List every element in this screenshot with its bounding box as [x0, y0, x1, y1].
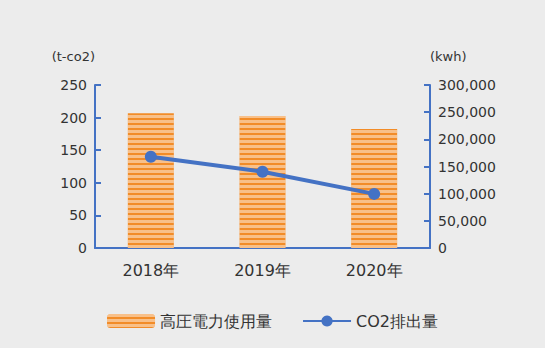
svg-text:CO2排出量: CO2排出量 — [356, 312, 438, 331]
svg-text:高圧電力使用量: 高圧電力使用量 — [160, 312, 272, 331]
svg-text:2018年: 2018年 — [122, 261, 179, 280]
svg-text:300,000: 300,000 — [438, 77, 496, 93]
svg-text:100: 100 — [60, 175, 87, 191]
svg-text:150,000: 150,000 — [438, 159, 496, 175]
svg-text:50,000: 50,000 — [438, 213, 487, 229]
svg-text:150: 150 — [60, 142, 87, 158]
svg-text:(kwh): (kwh) — [430, 49, 467, 64]
svg-text:50: 50 — [69, 207, 87, 223]
svg-text:2020年: 2020年 — [346, 261, 403, 280]
svg-text:250: 250 — [60, 77, 87, 93]
svg-text:(t-co2): (t-co2) — [52, 49, 95, 64]
svg-text:250,000: 250,000 — [438, 104, 496, 120]
svg-text:200: 200 — [60, 110, 87, 126]
svg-text:2019年: 2019年 — [234, 261, 291, 280]
svg-text:0: 0 — [438, 240, 447, 256]
svg-text:0: 0 — [78, 240, 87, 256]
svg-text:200,000: 200,000 — [438, 131, 496, 147]
svg-text:100,000: 100,000 — [438, 186, 496, 202]
